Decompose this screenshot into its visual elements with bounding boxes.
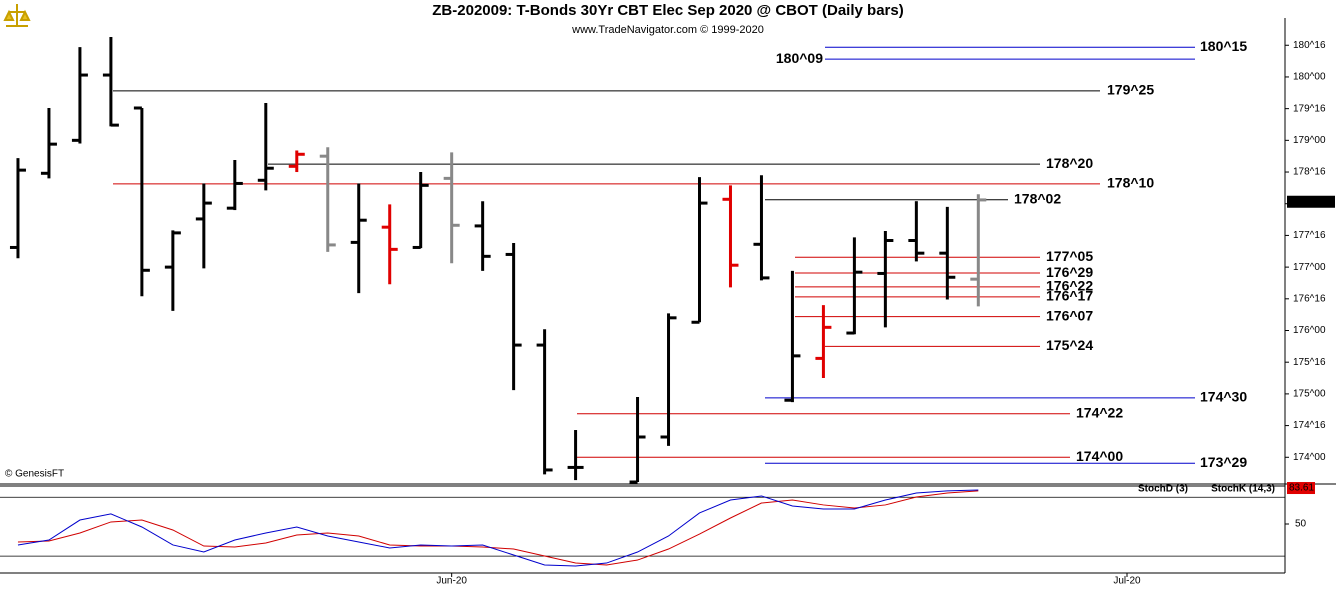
credit: © GenesisFT: [5, 469, 64, 480]
level-label: 179^25: [1107, 82, 1154, 98]
level-label: 173^29: [1200, 454, 1247, 470]
y-tick-label: 179^16: [1293, 103, 1326, 114]
y-tick-label: 177^00: [1293, 262, 1326, 273]
level-label: 177^05: [1046, 248, 1093, 264]
x-tick-label: Jul-20: [1113, 576, 1141, 587]
level-label: 174^30: [1200, 389, 1247, 405]
stoch-line: [17, 489, 979, 567]
y-tick-label: 50: [1295, 519, 1307, 530]
level-label: 178^02: [1014, 190, 1061, 206]
y-tick-label: 175^00: [1293, 389, 1326, 400]
y-tick-label: 176^16: [1293, 293, 1326, 304]
level-label: 178^20: [1046, 155, 1093, 171]
level-label: 175^24: [1046, 337, 1093, 353]
level-label: 174^00: [1076, 448, 1123, 464]
y-tick-label: 180^16: [1293, 40, 1326, 51]
stoch-line: [17, 490, 979, 566]
logo: [3, 2, 31, 30]
last-value-label: 83.61: [1289, 483, 1314, 494]
y-tick-label: 174^16: [1293, 420, 1326, 431]
y-tick-label: 174^00: [1293, 452, 1326, 463]
level-label: 176^22: [1046, 278, 1093, 294]
y-tick-label: 176^00: [1293, 325, 1326, 336]
level-label: 176^07: [1046, 307, 1093, 323]
chart-title: ZB-202009: T-Bonds 30Yr CBT Elec Sep 202…: [432, 2, 903, 19]
last-price-box: [1287, 195, 1335, 208]
legend-entry: StochK (14,3): [1211, 484, 1275, 495]
level-label: 174^22: [1076, 404, 1123, 420]
level-label: 180^09: [776, 50, 823, 66]
legend-entry: StochD (3): [1138, 484, 1188, 495]
y-tick-label: 180^00: [1293, 72, 1326, 83]
y-tick-label: 177^16: [1293, 230, 1326, 241]
chart-subtitle: www.TradeNavigator.com © 1999-2020: [571, 24, 764, 36]
last-value-box: [1287, 482, 1315, 495]
last-price-label: 178^01: [1290, 196, 1323, 207]
x-tick-label: Jun-20: [436, 576, 467, 587]
level-label: 180^15: [1200, 38, 1247, 54]
level-label: 176^29: [1046, 264, 1093, 280]
level-label: 178^10: [1107, 175, 1154, 191]
y-tick-label: 179^00: [1293, 135, 1326, 146]
y-tick-label: 178^16: [1293, 167, 1326, 178]
y-tick-label: 175^16: [1293, 357, 1326, 368]
level-label: 176^17: [1046, 288, 1093, 304]
